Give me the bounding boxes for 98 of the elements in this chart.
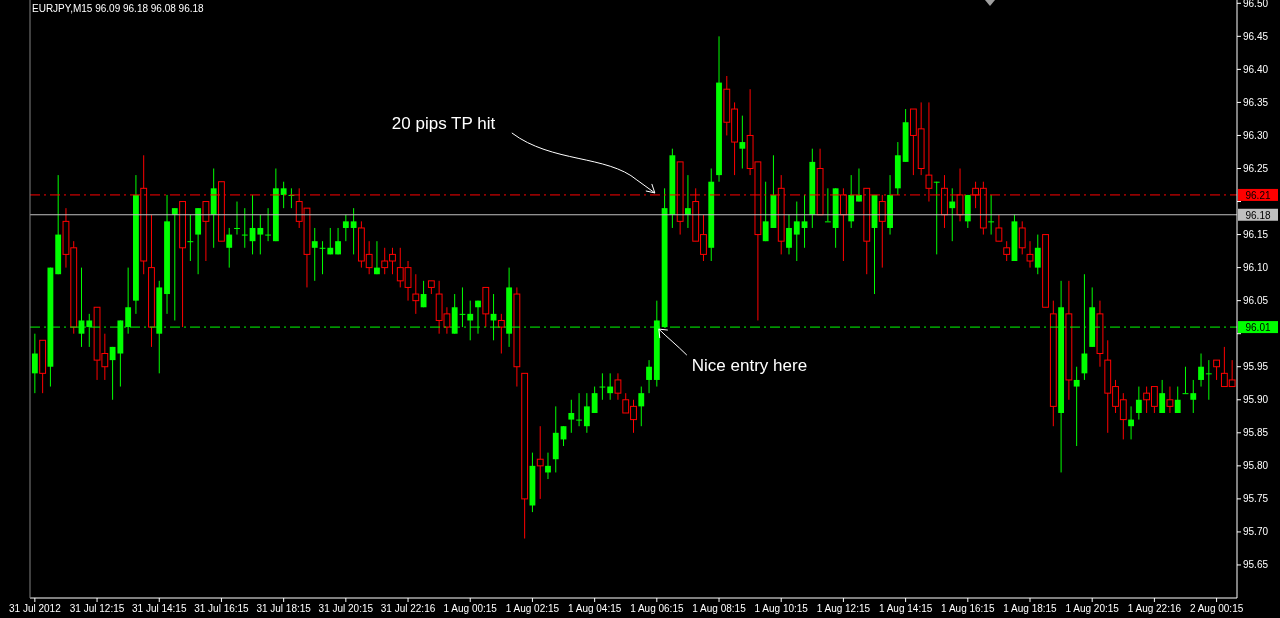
candlestick (856, 168, 862, 203)
candlestick (234, 201, 240, 236)
candlestick (1213, 359, 1221, 381)
y-tick-label: 95.80 (1243, 460, 1269, 472)
x-tick-label: 1 Aug 22:16 (1127, 603, 1182, 614)
annotation: 20 pips TP hit (391, 113, 496, 133)
chart-title: EURJPY,M15 96.09 96.18 96.08 96.18 (32, 3, 205, 14)
x-tick-label: 2 Aug 00:15 (1189, 603, 1244, 614)
candlestick (583, 392, 590, 434)
x-tick-label: 31 Jul 20:15 (318, 603, 374, 614)
candlestick (311, 227, 318, 282)
candlestick (1198, 353, 1204, 388)
y-tick-label: 96.05 (1243, 295, 1269, 307)
candlestick (265, 207, 272, 242)
x-tick-label: 31 Jul 14:15 (132, 603, 187, 614)
candlestick (995, 214, 1003, 242)
candlestick (1159, 379, 1166, 414)
candlestick (646, 359, 652, 394)
candlestick (824, 187, 831, 223)
candlestick (202, 201, 210, 262)
candlestick (545, 452, 551, 480)
x-tick-label: 1 Aug 12:15 (816, 603, 871, 614)
candlestick (607, 372, 614, 401)
candlestick (241, 207, 248, 249)
candlestick (614, 372, 622, 401)
x-tick-label: 31 Jul 16:15 (194, 603, 250, 614)
x-tick-label: 31 Jul 22:16 (380, 603, 436, 614)
y-tick-label: 96.35 (1243, 96, 1269, 108)
candlestick (335, 227, 341, 255)
candlestick (1073, 366, 1080, 447)
candlestick (280, 181, 287, 209)
candlestick (739, 115, 746, 169)
candlestick (1034, 234, 1041, 275)
y-tick-label: 96.40 (1243, 63, 1269, 75)
candlestick (1003, 240, 1011, 262)
candlestick (1026, 240, 1034, 269)
candlestick (31, 333, 38, 394)
candlestick (171, 207, 178, 321)
ref-line-label: 96.21 (1245, 189, 1271, 201)
x-tick-label: 1 Aug 04:15 (567, 603, 622, 614)
candlestick (257, 214, 264, 255)
ref-line-label: 96.01 (1245, 322, 1271, 334)
x-tick-label: 1 Aug 14:15 (878, 603, 933, 614)
candlestick (536, 425, 544, 500)
candlestick (1135, 386, 1142, 421)
candlestick (762, 181, 769, 242)
candlestick (933, 181, 940, 255)
candlestick (1205, 359, 1212, 401)
candlestick (599, 372, 606, 401)
candlestick (786, 214, 792, 255)
candlestick (374, 240, 380, 275)
x-tick-label: 1 Aug 02:15 (505, 603, 560, 614)
x-tick-label: 1 Aug 06:15 (630, 603, 684, 614)
candlestick (350, 207, 357, 255)
y-tick-label: 95.85 (1243, 427, 1269, 439)
y-tick-label: 95.90 (1243, 394, 1269, 406)
candlestick (591, 386, 598, 414)
y-tick-label: 96.10 (1243, 262, 1269, 274)
y-tick-label: 96.25 (1243, 163, 1269, 174)
x-tick-label: 31 Jul 18:15 (256, 603, 312, 614)
y-tick-label: 95.70 (1243, 526, 1269, 538)
x-tick-label: 1 Aug 16:15 (941, 603, 995, 614)
candlestick (412, 273, 420, 315)
candlestick (685, 174, 691, 229)
x-tick-label: 1 Aug 20:15 (1065, 603, 1120, 614)
candlestick (497, 313, 505, 355)
candlestick (1166, 386, 1174, 414)
x-tick-label: 1 Aug 18:15 (1003, 603, 1058, 614)
candlestick (226, 227, 233, 269)
y-tick-label: 96.50 (1243, 0, 1269, 9)
x-tick-label: 1 Aug 10:15 (754, 603, 809, 614)
candlestick (1128, 405, 1134, 440)
candlestick (568, 399, 575, 434)
y-tick-label: 96.45 (1243, 30, 1269, 42)
y-tick-label: 95.95 (1243, 361, 1269, 373)
candlestick (576, 392, 582, 427)
candlestick (1190, 379, 1197, 414)
candlestick (949, 187, 956, 242)
y-tick-label: 95.75 (1243, 493, 1269, 505)
candlestick (1174, 386, 1181, 414)
candlestick (420, 280, 427, 308)
candlestick (638, 386, 645, 427)
y-tick-label: 96.15 (1243, 229, 1269, 241)
candlestick (988, 194, 995, 236)
ref-line-label: 96.18 (1245, 209, 1271, 221)
candlestick (187, 214, 194, 262)
candlestick (1018, 220, 1026, 255)
y-tick-label: 96.30 (1243, 129, 1269, 141)
x-tick-label: 1 Aug 00:15 (443, 603, 498, 614)
x-tick-label: 1 Aug 08:15 (692, 603, 747, 614)
candlestick (801, 194, 808, 249)
candlestick (342, 214, 349, 242)
candlestick (793, 201, 800, 262)
annotation: Nice entry here (691, 356, 808, 376)
y-tick-label: 95.65 (1243, 559, 1269, 571)
x-tick-label: 31 Jul 2012 (9, 603, 62, 614)
x-tick-label: 31 Jul 12:15 (69, 603, 125, 614)
candlestick (327, 227, 334, 255)
